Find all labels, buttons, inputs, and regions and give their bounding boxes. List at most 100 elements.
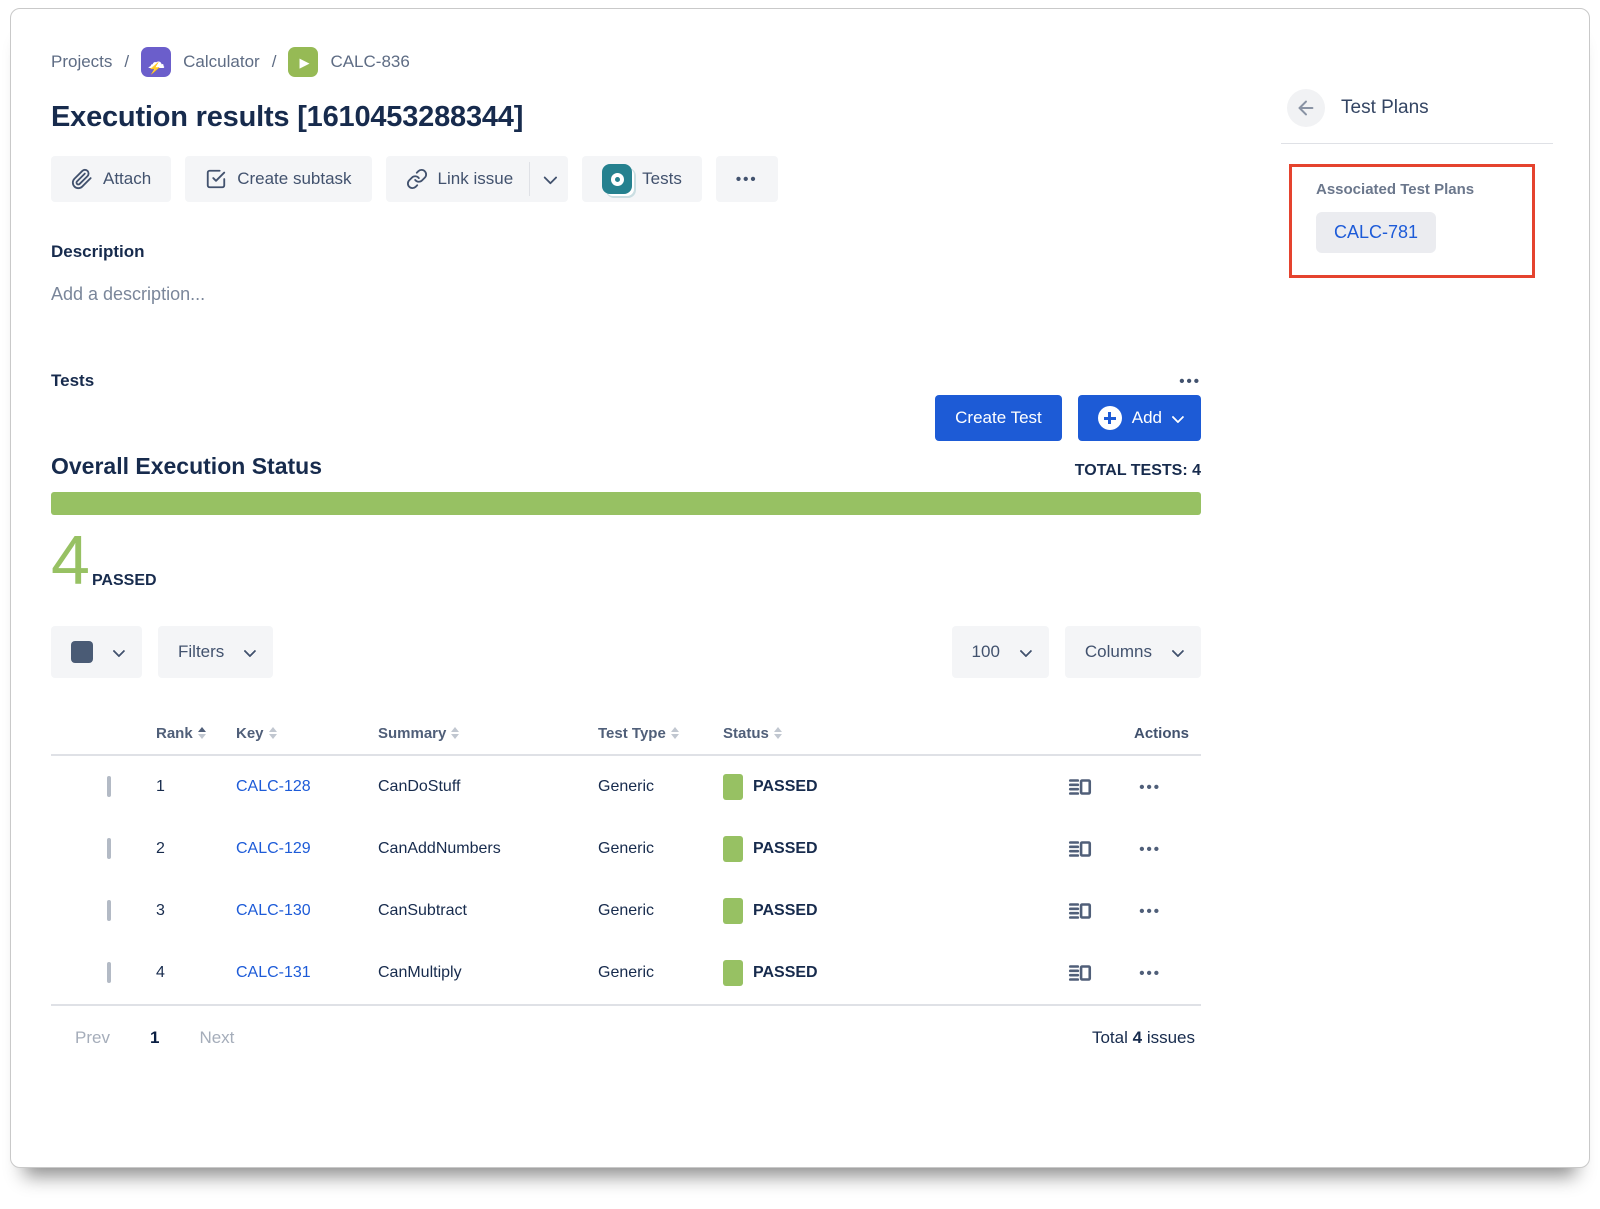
- issue-key-link[interactable]: CALC-128: [236, 778, 311, 795]
- row-checkbox[interactable]: [107, 962, 111, 983]
- row-more-button[interactable]: •••: [1139, 778, 1161, 796]
- chevron-down-icon: [243, 644, 257, 657]
- panel-divider: [1281, 143, 1553, 144]
- table-row: 3 CALC-130 CanSubtract Generic PASSED ••…: [51, 880, 1201, 942]
- row-checkbox[interactable]: [107, 900, 111, 921]
- column-header-test-type[interactable]: Test Type: [598, 725, 723, 742]
- total-tests-label: TOTAL TESTS: 4: [1074, 462, 1201, 479]
- breadcrumb-separator: /: [271, 52, 277, 71]
- rank-cell: 4: [156, 964, 165, 981]
- tests-table: Rank Key Summary Test Type: [51, 712, 1201, 1070]
- next-page-button[interactable]: Next: [199, 1028, 235, 1047]
- create-subtask-button[interactable]: Create subtask: [185, 156, 372, 202]
- status-passed-chip: [723, 898, 743, 924]
- page-title: Execution results [1610453288344]: [51, 101, 524, 133]
- chevron-down-icon: [1171, 410, 1185, 423]
- test-details-icon[interactable]: [1067, 774, 1093, 800]
- breadcrumb-project[interactable]: Calculator: [183, 52, 260, 71]
- summary-cell: CanAddNumbers: [378, 840, 501, 857]
- link-issue-dropdown-button[interactable]: [530, 156, 568, 202]
- columns-dropdown[interactable]: Columns: [1064, 626, 1201, 678]
- highlight-annotation-box: Associated Test Plans CALC-781: [1289, 164, 1535, 278]
- table-row: 1 CALC-128 CanDoStuff Generic PASSED •••: [51, 756, 1201, 818]
- row-checkbox[interactable]: [107, 838, 111, 859]
- row-more-button[interactable]: •••: [1139, 964, 1161, 982]
- chevron-down-icon: [543, 170, 558, 185]
- filters-dropdown[interactable]: Filters: [158, 626, 274, 678]
- row-checkbox[interactable]: [107, 776, 111, 797]
- status-label: PASSED: [753, 902, 818, 919]
- test-type-cell: Generic: [598, 778, 655, 795]
- status-passed-chip: [723, 960, 743, 986]
- xray-tests-icon: [602, 164, 633, 194]
- split-divider: [529, 162, 531, 196]
- test-plan-link[interactable]: CALC-781: [1316, 212, 1437, 253]
- link-issue-split-button: Link issue: [385, 156, 569, 202]
- filters-dropdown-label: Filters: [178, 642, 225, 661]
- bulk-select-dropdown[interactable]: [51, 626, 142, 678]
- overall-execution-status-heading: Overall Execution Status: [51, 453, 322, 479]
- row-more-button[interactable]: •••: [1139, 840, 1161, 858]
- test-type-cell: Generic: [598, 840, 655, 857]
- test-details-icon[interactable]: [1067, 898, 1093, 924]
- test-details-icon[interactable]: [1067, 836, 1093, 862]
- table-row: 4 CALC-131 CanMultiply Generic PASSED ••…: [51, 942, 1201, 1004]
- arrow-left-icon: [1298, 100, 1314, 116]
- status-label: PASSED: [753, 840, 818, 857]
- plus-circle-icon: [1097, 406, 1122, 430]
- columns-dropdown-label: Columns: [1084, 642, 1152, 661]
- column-header-status[interactable]: Status: [723, 725, 993, 742]
- test-execution-play-icon: ▶: [288, 47, 319, 77]
- test-type-cell: Generic: [598, 902, 655, 919]
- attach-button[interactable]: Attach: [51, 156, 172, 202]
- status-passed-chip: [723, 836, 743, 862]
- column-header-rank[interactable]: Rank: [156, 725, 236, 742]
- issue-key-link[interactable]: CALC-129: [236, 840, 311, 857]
- select-all-square-icon: [71, 641, 93, 663]
- back-button[interactable]: [1287, 89, 1325, 127]
- link-issue-button[interactable]: Link issue: [386, 156, 530, 202]
- sort-icon: [197, 727, 206, 739]
- tests-more-button[interactable]: •••: [1179, 372, 1201, 390]
- summary-cell: CanSubtract: [378, 902, 467, 919]
- breadcrumb: Projects / ☁ ⚡ Calculator / ▶ CALC-836: [51, 47, 1201, 77]
- issue-key-link[interactable]: CALC-131: [236, 964, 311, 981]
- description-placeholder[interactable]: Add a description...: [51, 284, 206, 304]
- rank-cell: 1: [156, 778, 165, 795]
- passed-count-label: PASSED: [91, 572, 157, 589]
- sort-icon: [670, 727, 679, 739]
- test-plans-panel: Test Plans Associated Test Plans CALC-78…: [1281, 47, 1553, 1070]
- status-cell: PASSED: [723, 898, 993, 924]
- test-type-cell: Generic: [598, 964, 655, 981]
- status-cell: PASSED: [723, 960, 993, 986]
- prev-page-button[interactable]: Prev: [75, 1028, 110, 1047]
- storm-cloud-project-icon: ☁ ⚡: [141, 47, 172, 77]
- breadcrumb-issue-key[interactable]: CALC-836: [330, 52, 410, 71]
- summary-cell: CanMultiply: [378, 964, 462, 981]
- issue-toolbar: Attach Create subtask Link issue: [51, 156, 1201, 202]
- issue-key-link[interactable]: CALC-130: [236, 902, 311, 919]
- total-issues-label: Total 4 issues: [1091, 1028, 1195, 1047]
- add-test-button[interactable]: Add: [1077, 395, 1201, 441]
- chevron-down-icon: [1171, 644, 1185, 657]
- tests-button-label: Tests: [642, 169, 682, 188]
- create-test-button-label: Create Test: [955, 408, 1042, 427]
- column-header-key[interactable]: Key: [236, 725, 378, 742]
- row-more-button[interactable]: •••: [1139, 902, 1161, 920]
- tests-button[interactable]: Tests: [582, 156, 702, 202]
- create-test-button[interactable]: Create Test: [935, 395, 1062, 441]
- issue-page: Projects / ☁ ⚡ Calculator / ▶ CALC-836 E…: [10, 8, 1590, 1168]
- breadcrumb-projects[interactable]: Projects: [51, 52, 113, 71]
- link-icon: [406, 168, 428, 190]
- more-actions-button[interactable]: •••: [715, 156, 778, 202]
- column-header-summary[interactable]: Summary: [378, 725, 598, 742]
- page-size-dropdown[interactable]: 100: [951, 626, 1049, 678]
- execution-status-progress-bar[interactable]: [51, 492, 1201, 515]
- current-page[interactable]: 1: [149, 1028, 160, 1047]
- table-row: 2 CALC-129 CanAddNumbers Generic PASSED …: [51, 818, 1201, 880]
- attach-button-label: Attach: [103, 169, 152, 188]
- test-details-icon[interactable]: [1067, 960, 1093, 986]
- page-size-value: 100: [971, 642, 1000, 661]
- status-cell: PASSED: [723, 836, 993, 862]
- chevron-down-icon: [112, 644, 126, 657]
